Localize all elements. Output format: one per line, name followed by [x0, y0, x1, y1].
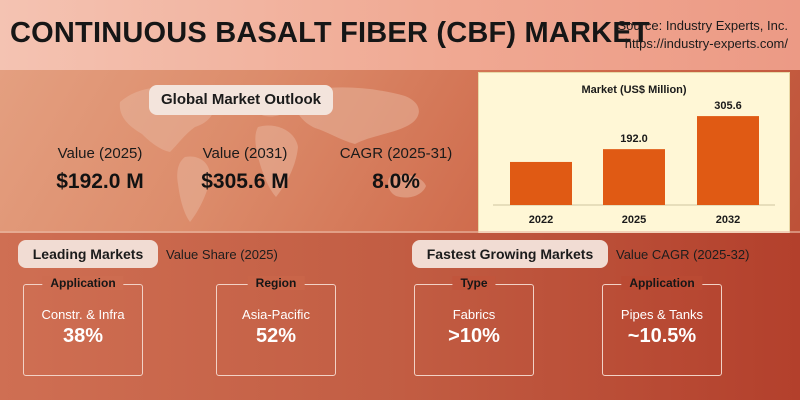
source-credit: Source: Industry Experts, Inc. https://i…: [617, 17, 788, 53]
source-url[interactable]: https://industry-experts.com/: [624, 36, 788, 51]
header-band: CONTINUOUS BASALT FIBER (CBF) MARKET Sou…: [0, 0, 800, 70]
stat-label-cagr: CAGR (2025-31): [339, 145, 453, 162]
card-value: 52%: [255, 325, 297, 347]
stat-label-value-2031: Value (2031): [202, 145, 288, 162]
bar-2022: [510, 161, 572, 205]
fastest-markets-heading: Fastest Growing Markets: [412, 240, 608, 268]
card-value: ~10.5%: [627, 325, 697, 347]
card-fastest-application: Application Pipes & Tanks ~10.5%: [602, 276, 722, 376]
chart-title: Market (US$ Million): [581, 84, 686, 96]
page-title: CONTINUOUS BASALT FIBER (CBF) MARKET: [10, 17, 650, 49]
card-tag: Application: [621, 276, 703, 290]
x-tick-label-2025: 2025: [622, 214, 646, 226]
card-label: Pipes & Tanks: [620, 307, 704, 322]
fastest-markets-subtitle: Value CAGR (2025-32): [616, 247, 750, 262]
stat-value-2031: $305.6 M: [201, 170, 289, 193]
card-value: 38%: [62, 325, 104, 347]
card-label: Asia-Pacific: [242, 307, 310, 322]
card-leading-region: Region Asia-Pacific 52%: [216, 276, 336, 376]
stat-value-2025: $192.0 M: [56, 170, 144, 193]
market-bar-chart: Market (US$ Million) 2022 192.0 2025 305.6 20…: [493, 84, 775, 226]
data-label-2025: 192.0: [620, 133, 648, 145]
source-name: Source: Industry Experts, Inc.: [617, 18, 788, 33]
market-chart: Market (US$ Million) 2022 192.0 2025 305.6 20…: [478, 72, 790, 234]
bar-2032: [697, 116, 759, 205]
data-label-2032: 305.6: [714, 100, 742, 112]
card-label: Constr. & Infra: [41, 307, 125, 322]
card-tag: Application: [42, 276, 124, 290]
leading-markets-heading: Leading Markets: [18, 240, 158, 268]
card-leading-application: Application Constr. & Infra 38%: [23, 276, 143, 376]
x-tick-label-2022: 2022: [529, 214, 553, 226]
leading-markets-subtitle: Value Share (2025): [166, 247, 278, 262]
card-value: >10%: [448, 325, 500, 347]
stat-label-value-2025: Value (2025): [57, 145, 143, 162]
card-label: Fabrics: [452, 307, 496, 322]
x-tick-label-2032: 2032: [716, 214, 740, 226]
card-fastest-type: Type Fabrics >10%: [414, 276, 534, 376]
stat-value-cagr: 8.0%: [372, 170, 420, 193]
card-tag: Region: [247, 276, 305, 290]
section-divider: [0, 231, 800, 233]
card-tag: Type: [452, 276, 496, 290]
outlook-heading: Global Market Outlook: [149, 85, 333, 115]
bar-2025: [603, 149, 665, 205]
